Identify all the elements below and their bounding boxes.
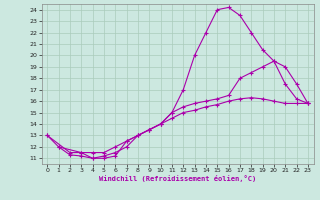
X-axis label: Windchill (Refroidissement éolien,°C): Windchill (Refroidissement éolien,°C) (99, 175, 256, 182)
